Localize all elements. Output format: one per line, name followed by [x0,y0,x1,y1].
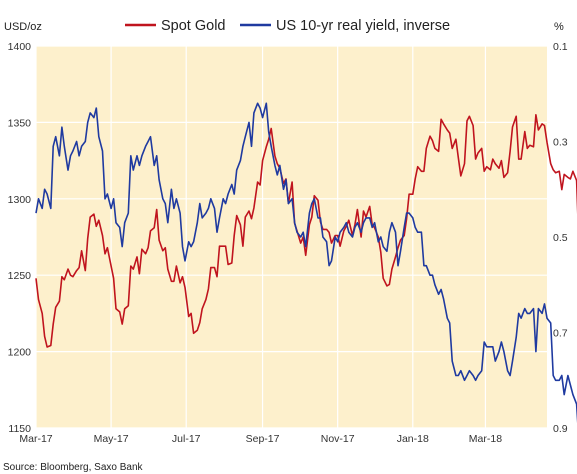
right-y-tick-label: 0.7 [553,328,568,340]
x-tick-label: Mar-18 [469,433,502,445]
right-y-tick-label: 0.1 [553,41,568,53]
left-y-tick-label: 1400 [8,41,32,53]
x-tick-label: Nov-17 [321,433,355,445]
right-y-tick-label: 0.3 [553,137,568,149]
left-y-tick-label: 1350 [8,117,32,129]
x-tick-label: Sep-17 [246,433,280,445]
right-axis-ticks: 0.1 0.3 0.5 0.7 0.9 [553,41,568,435]
left-axis-ticks: 1150 1200 1250 1300 1350 1400 [8,41,32,435]
legend-label-spot-gold: Spot Gold [161,18,226,34]
left-y-tick-label: 1300 [8,194,32,206]
legend: Spot Gold US 10-yr real yield, inverse [125,18,450,34]
source-note: Source: Bloomberg, Saxo Bank [3,462,144,473]
x-tick-label: May-17 [94,433,129,445]
right-y-tick-label: 0.9 [553,423,568,435]
x-tick-label: Mar-17 [19,433,52,445]
right-axis-unit: % [554,21,564,33]
x-axis-ticks: Mar-17 May-17 Jul-17 Sep-17 Nov-17 Jan-18 Mar-… [19,433,502,445]
x-tick-label: Jul-17 [172,433,201,445]
right-y-tick-label: 0.5 [553,232,568,244]
left-y-tick-label: 1150 [8,423,31,435]
left-axis-unit: USD/oz [4,21,42,33]
left-y-tick-label: 1200 [8,347,32,359]
legend-label-real-yield: US 10-yr real yield, inverse [276,18,450,34]
series-line-spot-gold [35,114,577,348]
left-y-tick-label: 1250 [8,270,32,282]
series-line-real-yield [35,102,577,424]
x-tick-label: Jan-18 [397,433,429,445]
series-layer [35,102,577,424]
